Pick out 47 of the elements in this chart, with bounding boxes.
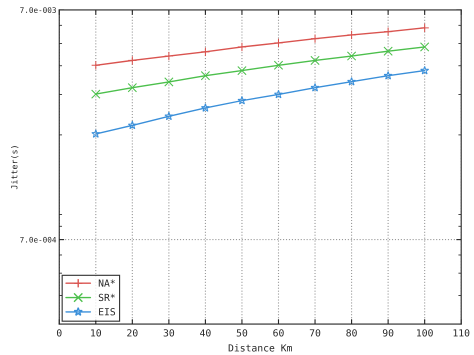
point: [420, 42, 430, 52]
point: [420, 23, 430, 33]
point: [91, 129, 100, 138]
point: [237, 96, 246, 105]
x-tick-label: 60: [273, 329, 284, 337]
x-tick-label: 30: [164, 329, 174, 337]
x-tick-label: 20: [127, 329, 138, 337]
x-tick-label: 110: [454, 329, 470, 337]
point: [237, 66, 247, 76]
point: [128, 56, 138, 66]
point: [420, 66, 430, 74]
point: [128, 83, 138, 92]
point: [164, 77, 174, 87]
x-tick-label: 0: [56, 329, 62, 337]
point: [274, 60, 284, 70]
point: [274, 90, 283, 98]
legend-label: EIS: [99, 308, 116, 316]
legend-label: NA*: [98, 279, 115, 287]
x-tick-label: 50: [236, 329, 248, 337]
point: [310, 83, 320, 92]
x-tick-label: 10: [91, 329, 102, 337]
point: [200, 103, 210, 112]
point: [383, 46, 393, 56]
point: [91, 60, 100, 70]
point: [384, 71, 393, 80]
point: [91, 89, 100, 99]
point: [128, 120, 137, 130]
point: [346, 51, 356, 61]
x-tick-label: 80: [346, 329, 357, 337]
point: [164, 51, 174, 61]
point: [200, 71, 210, 80]
y-axis-title: Jitter(s): [10, 146, 18, 190]
legend-label: SR*: [98, 294, 115, 302]
point: [237, 42, 247, 52]
point: [310, 34, 320, 44]
x-tick-label: 90: [382, 329, 394, 337]
point: [164, 112, 174, 120]
point: [347, 76, 356, 86]
x-tick-label: 40: [200, 329, 211, 337]
point: [310, 56, 320, 66]
point: [200, 47, 210, 57]
point: [274, 38, 284, 48]
point: [383, 26, 393, 36]
x-axis-title: Distance Km: [228, 344, 292, 352]
x-tick-label: 100: [417, 329, 433, 337]
x-tick-label: 70: [310, 329, 320, 337]
point: [346, 30, 356, 40]
